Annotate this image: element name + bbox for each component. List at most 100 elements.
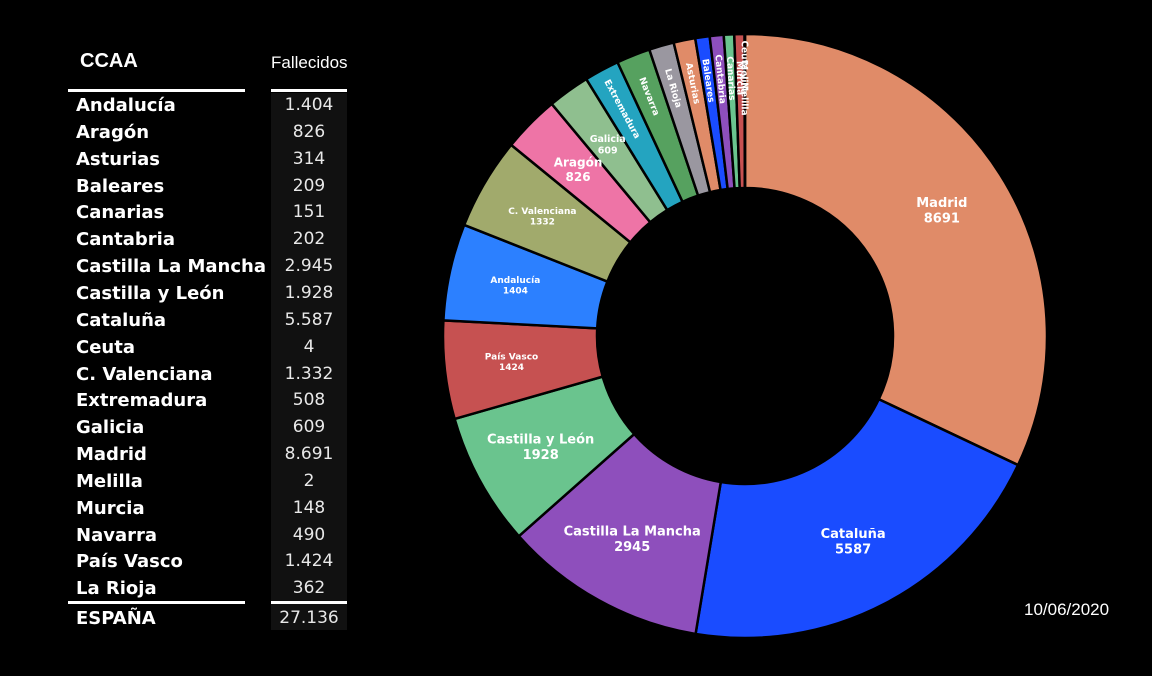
- region-name: Castilla La Mancha: [76, 256, 266, 278]
- slice-label-andalucia: Andalucía 1404: [490, 276, 540, 297]
- table-row: País Vasco 1.424: [68, 548, 358, 575]
- table-row: Canarias 151: [68, 199, 358, 226]
- region-name: Asturias: [76, 148, 160, 170]
- table-header-region: CCAA: [80, 50, 138, 72]
- slice-madrid: [743, 32, 1049, 467]
- total-value: 27.136: [279, 608, 339, 628]
- header-rule-left: [68, 89, 245, 92]
- slice-label-pais-vasco: País Vasco 1424: [485, 352, 538, 373]
- svg-text:Melilla: Melilla: [739, 61, 749, 94]
- table-row: Murcia 148: [68, 495, 358, 522]
- region-deaths: 209: [292, 175, 326, 196]
- slice-label-cataluna: Cataluña 5587: [821, 527, 886, 558]
- table-row: Melilla 2: [68, 468, 358, 495]
- region-name: Canarias: [76, 202, 165, 224]
- slice-label-name: Cantabria: [712, 54, 727, 104]
- slice-label-name: C. Valenciana: [508, 207, 576, 217]
- slice-label-name: Cataluña: [821, 527, 886, 542]
- slice-label-name: Andalucía: [490, 276, 540, 286]
- value-column-background: [271, 93, 347, 630]
- slice-label-cantabria: Cantabria: [712, 54, 727, 104]
- table-row: Ceuta 4: [68, 334, 358, 361]
- region-name: Melilla: [76, 470, 143, 492]
- region-deaths: 490: [292, 524, 326, 545]
- slice-cataluna: [694, 397, 1020, 640]
- slice-label-value: 826: [566, 170, 591, 184]
- region-deaths: 202: [292, 229, 326, 250]
- region-deaths: 1.424: [284, 551, 334, 572]
- slice-label-castilla-y-leon: Castilla y León 1928: [487, 432, 594, 463]
- slice-label-value: 1332: [530, 218, 555, 228]
- region-name: Cataluña: [76, 309, 167, 331]
- slice-label-c-valenciana: C. Valenciana 1332: [508, 207, 576, 228]
- slice-label-name: Castilla y León: [487, 432, 594, 447]
- svg-text:Murcia: Murcia: [734, 61, 745, 95]
- slice-label-value: 2945: [614, 540, 650, 555]
- region-deaths: 362: [292, 578, 326, 599]
- slice-label-name: Castilla La Mancha: [564, 524, 701, 539]
- region-deaths: 148: [292, 497, 326, 518]
- region-deaths: 151: [292, 202, 326, 223]
- slice-label-madrid: Madrid 8691: [916, 196, 967, 227]
- slice-label-value: 1404: [503, 287, 528, 297]
- table-row: Navarra 490: [68, 522, 358, 549]
- table-row: Galicia 609: [68, 414, 358, 441]
- region-deaths: 826: [292, 121, 326, 142]
- table-row: Asturias 314: [68, 146, 358, 173]
- table-row: Castilla La Mancha 2.945: [68, 253, 358, 280]
- table-row: Cantabria 202: [68, 226, 358, 253]
- slice-label-melilla: Melilla: [739, 61, 749, 94]
- region-name: Castilla y León: [76, 282, 225, 304]
- region-name: Andalucía: [76, 95, 176, 116]
- table-row: Aragón 826: [68, 119, 358, 146]
- slice-label-name: Murcia: [734, 61, 745, 95]
- region-deaths: 314: [292, 148, 326, 169]
- slice-label-name: Melilla: [739, 61, 749, 94]
- slice-label-murcia: Murcia: [734, 61, 745, 95]
- region-name: Ceuta: [76, 336, 135, 358]
- region-name: Baleares: [76, 175, 165, 197]
- slice-label-name: Galicia: [590, 134, 626, 145]
- region-name: C. Valenciana: [76, 363, 213, 385]
- region-deaths: 5.587: [284, 309, 334, 330]
- total-label: ESPAÑA: [76, 608, 156, 629]
- slice-label-value: 5587: [835, 542, 871, 557]
- table-row: Madrid 8.691: [68, 441, 358, 468]
- slice-label-name: Canarias: [724, 56, 736, 101]
- region-name: Madrid: [76, 444, 147, 466]
- slice-label-name: País Vasco: [485, 352, 538, 362]
- region-name: Aragón: [76, 121, 150, 143]
- slice-label-name: Madrid: [916, 196, 967, 211]
- slice-label-value: 1928: [523, 448, 559, 463]
- region-deaths: 4: [303, 336, 315, 357]
- slice-label-value: 8691: [924, 211, 960, 226]
- region-name: Murcia: [76, 497, 145, 519]
- region-deaths: 508: [292, 390, 326, 411]
- region-deaths: 1.332: [284, 363, 334, 384]
- total-row: ESPAÑA 27.136: [68, 605, 358, 632]
- region-deaths: 2.945: [284, 256, 334, 277]
- table-row: Andalucía 1.404: [68, 92, 358, 119]
- table-row: Cataluña 5.587: [68, 307, 358, 334]
- region-name: Extremadura: [76, 390, 208, 412]
- slice-label-canarias: Canarias: [724, 56, 736, 101]
- region-deaths: 1.404: [284, 95, 334, 115]
- date-label: 10/06/2020: [1024, 600, 1110, 619]
- header-rule-right: [271, 89, 347, 92]
- slice-label-value: 1424: [499, 363, 524, 373]
- region-name: Galicia: [76, 417, 145, 439]
- table-row: La Rioja 362: [68, 575, 358, 602]
- slice-castilla-la-mancha: [517, 432, 723, 636]
- slice-label-aragon: Aragón 826: [554, 155, 603, 183]
- total-rule-left: [68, 601, 245, 604]
